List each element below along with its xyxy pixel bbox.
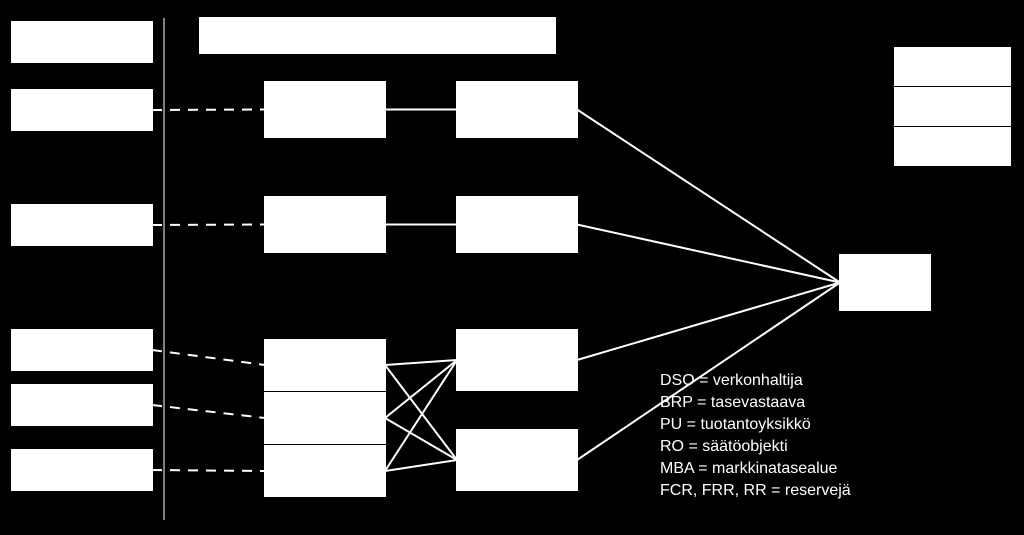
node-left4 — [12, 385, 152, 425]
node-tr1 — [895, 48, 1010, 85]
node-left_header — [12, 22, 152, 62]
node-c1 — [840, 255, 930, 310]
node-a4 — [265, 393, 385, 443]
node-b3 — [457, 330, 577, 390]
node-left5 — [12, 450, 152, 490]
legend-line-0: DSO = verkonhaltija — [660, 372, 803, 389]
node-a2 — [265, 197, 385, 252]
node-left1 — [12, 90, 152, 130]
node-b2 — [457, 197, 577, 252]
diagram-canvas: DSO = verkonhaltija BRP = tasevastaava PU … — [0, 0, 1024, 535]
node-tr2 — [895, 88, 1010, 125]
node-b1 — [457, 82, 577, 137]
node-a1 — [265, 82, 385, 137]
node-left3 — [12, 330, 152, 370]
legend-line-5: FCR, FRR, RR = reservejä — [660, 482, 851, 499]
legend-line-4: MBA = markkinatasealue — [660, 460, 838, 477]
node-a5 — [265, 446, 385, 496]
node-left2 — [12, 205, 152, 245]
node-tr3 — [895, 128, 1010, 165]
legend-line-1: BRP = tasevastaava — [660, 394, 805, 411]
legend-line-2: PU = tuotantoyksikkö — [660, 416, 811, 433]
node-top_bar — [200, 18, 555, 53]
node-b4 — [457, 430, 577, 490]
legend-line-3: RO = säätöobjekti — [660, 438, 788, 455]
node-a3 — [265, 340, 385, 390]
